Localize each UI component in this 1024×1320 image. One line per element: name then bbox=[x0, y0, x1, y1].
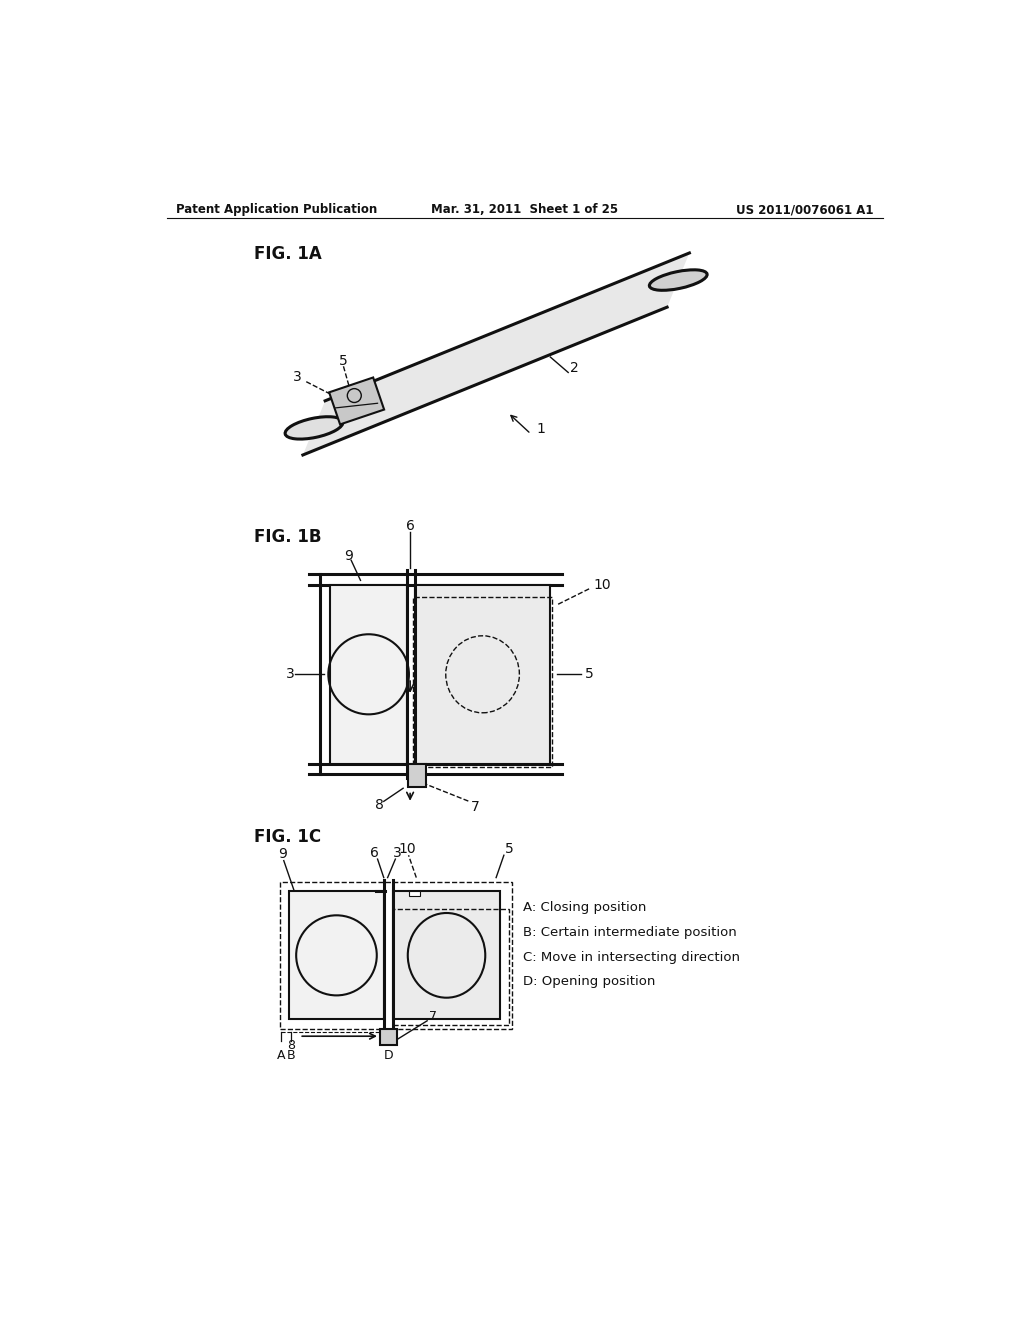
Bar bbox=[415, 585, 550, 763]
Ellipse shape bbox=[649, 269, 708, 290]
Text: 9: 9 bbox=[344, 549, 353, 564]
Text: US 2011/0076061 A1: US 2011/0076061 A1 bbox=[736, 203, 873, 216]
Text: 7: 7 bbox=[471, 800, 479, 813]
Polygon shape bbox=[303, 253, 689, 455]
Text: 10: 10 bbox=[398, 842, 416, 857]
Text: 5: 5 bbox=[506, 842, 514, 857]
Bar bbox=[280, 882, 512, 1028]
Text: FIG. 1A: FIG. 1A bbox=[254, 244, 322, 263]
Text: 5: 5 bbox=[586, 668, 594, 681]
Text: 8: 8 bbox=[288, 1039, 296, 1052]
Text: 2: 2 bbox=[569, 360, 579, 375]
Text: 1: 1 bbox=[537, 422, 546, 437]
Bar bbox=[289, 891, 384, 1019]
Text: 3: 3 bbox=[286, 668, 294, 681]
Text: 3: 3 bbox=[293, 370, 301, 384]
Bar bbox=[414, 597, 552, 767]
Text: D: Opening position: D: Opening position bbox=[523, 975, 655, 989]
Bar bbox=[331, 585, 407, 763]
Bar bbox=[393, 891, 500, 1019]
Text: 9: 9 bbox=[278, 847, 287, 862]
Text: C: C bbox=[382, 1030, 391, 1043]
Text: Patent Application Publication: Patent Application Publication bbox=[176, 203, 377, 216]
Text: 3: 3 bbox=[393, 846, 402, 859]
Bar bbox=[393, 909, 509, 1026]
Text: A: Closing position: A: Closing position bbox=[523, 902, 646, 915]
Text: 6: 6 bbox=[370, 846, 379, 859]
Text: D: D bbox=[384, 1049, 393, 1063]
Text: B: B bbox=[287, 1049, 296, 1063]
Text: Mar. 31, 2011  Sheet 1 of 25: Mar. 31, 2011 Sheet 1 of 25 bbox=[431, 203, 618, 216]
Text: B: Certain intermediate position: B: Certain intermediate position bbox=[523, 927, 737, 939]
Text: FIG. 1C: FIG. 1C bbox=[254, 829, 321, 846]
Text: 5: 5 bbox=[339, 354, 348, 368]
Text: FIG. 1B: FIG. 1B bbox=[254, 528, 322, 546]
Text: 10: 10 bbox=[593, 578, 610, 591]
Bar bbox=[380, 1028, 397, 1045]
Bar bbox=[409, 891, 420, 896]
Text: 7: 7 bbox=[429, 1010, 436, 1023]
Text: A: A bbox=[278, 1049, 286, 1063]
Text: 6: 6 bbox=[406, 520, 415, 533]
Text: 8: 8 bbox=[376, 799, 384, 812]
Text: C: Move in intersecting direction: C: Move in intersecting direction bbox=[523, 950, 740, 964]
Polygon shape bbox=[329, 378, 384, 425]
Bar bbox=[408, 763, 426, 787]
Ellipse shape bbox=[285, 417, 343, 440]
